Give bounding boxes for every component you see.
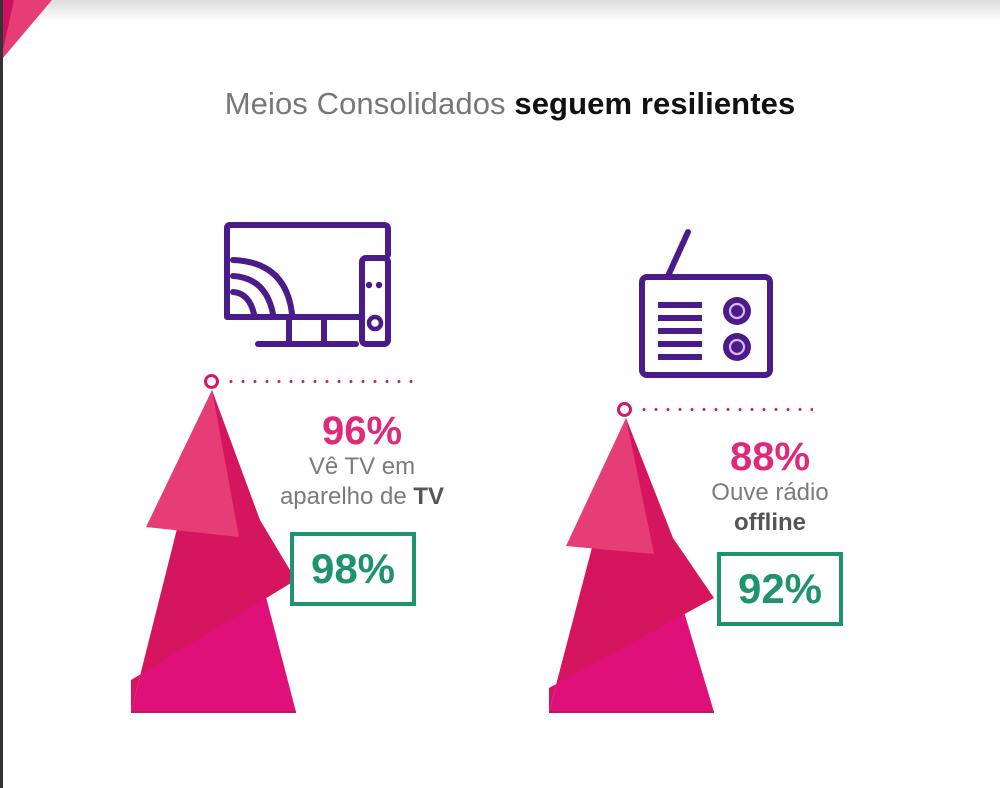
tv-desc-bold: TV (413, 483, 445, 510)
tv-desc-line2: aparelho de TV (262, 482, 462, 512)
radio-pointer (617, 402, 813, 417)
tv-cone (131, 390, 296, 713)
radio-cone (549, 418, 714, 713)
tv-icon (224, 222, 391, 347)
page-title: Meios Consolidados seguem resilientes (0, 86, 1000, 122)
dotted-line (638, 408, 813, 411)
title-regular: Meios Consolidados (224, 86, 506, 121)
tv-pointer (204, 374, 415, 389)
left-edge (0, 0, 3, 788)
radio-desc-line1: Ouve rádio (711, 479, 829, 506)
tv-compare-value: 98% (310, 545, 396, 592)
pointer-circle-icon (617, 402, 632, 417)
title-bold: seguem resilientes (514, 86, 796, 121)
tv-stat: 96% Vê TV em aparelho de TV (262, 410, 462, 512)
radio-stat: 88% Ouve rádio offline (680, 436, 860, 538)
radio-desc-bold: offline (734, 509, 806, 536)
tv-desc-regular: aparelho de (279, 483, 407, 510)
dotted-line (225, 380, 415, 383)
corner-decoration (3, 0, 52, 58)
top-shade (0, 0, 1000, 22)
radio-compare-box: 92% (717, 552, 843, 626)
radio-percent: 88% (729, 435, 811, 479)
tv-compare-box: 98% (290, 532, 416, 606)
tv-desc-line1: Vê TV em (308, 453, 416, 480)
tv-percent: 96% (321, 409, 403, 453)
radio-desc-line2: offline (680, 508, 860, 538)
pointer-circle-icon (204, 374, 219, 389)
radio-icon (639, 229, 773, 378)
radio-compare-value: 92% (737, 565, 823, 612)
